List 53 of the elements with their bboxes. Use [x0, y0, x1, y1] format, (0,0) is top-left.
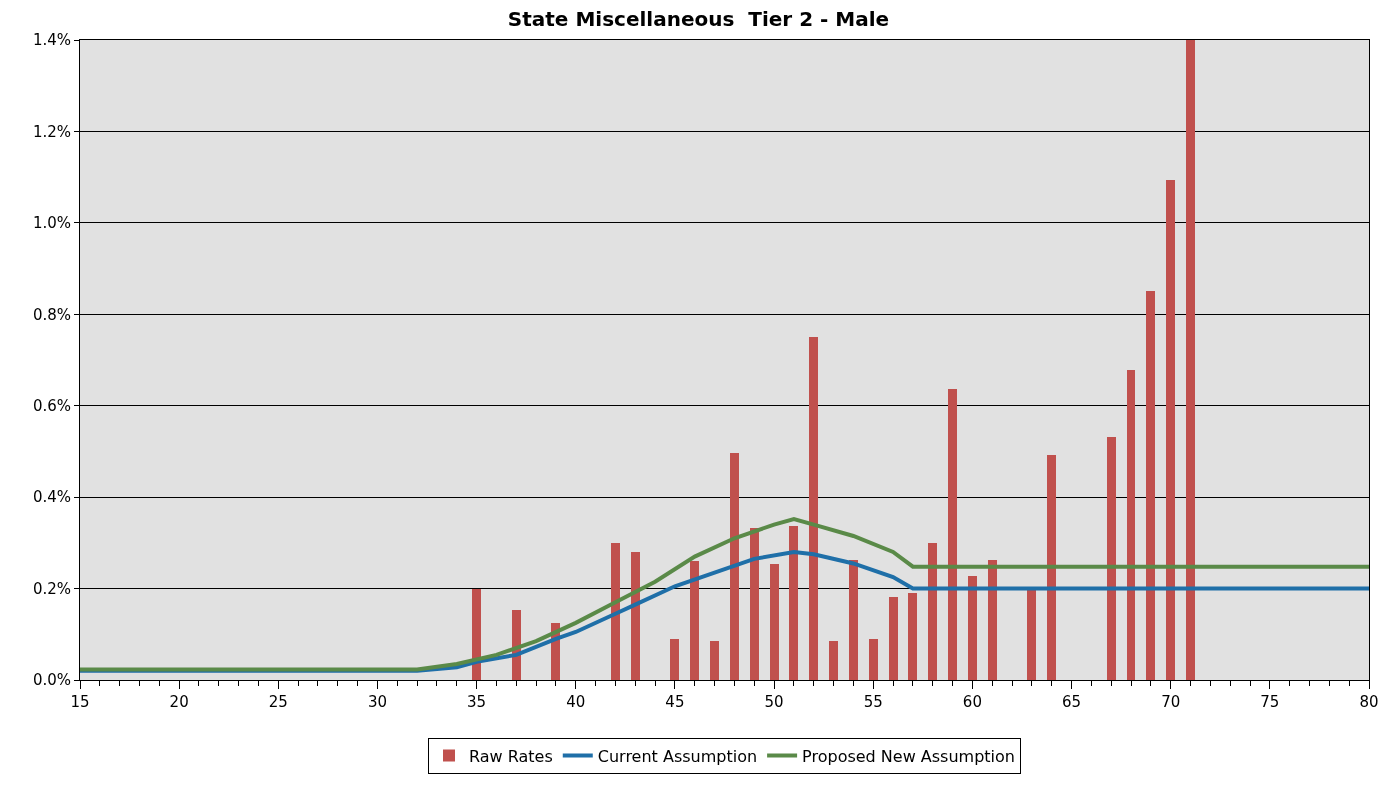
x-tick-label: 25 [268, 693, 288, 711]
bar [611, 543, 620, 680]
x-tick-label: 35 [467, 693, 487, 711]
bar [928, 543, 937, 680]
bar [1166, 180, 1175, 680]
bar [869, 639, 878, 680]
bar [631, 552, 640, 680]
bar [690, 561, 699, 680]
y-tick-label: 0.2% [32, 579, 71, 598]
bar [889, 597, 898, 680]
bar [670, 639, 679, 680]
x-tick-label: 55 [863, 693, 883, 711]
y-tick-label: 1.0% [32, 214, 71, 233]
bar [948, 389, 957, 680]
y-tick-label: 0.8% [32, 305, 71, 324]
bar [1107, 437, 1116, 680]
x-tick-label: 15 [70, 693, 90, 711]
bar [750, 528, 759, 680]
x-tick-label: 75 [1260, 693, 1280, 711]
y-tick-label: 1.2% [32, 122, 71, 141]
legend-label: Raw Rates [469, 746, 553, 766]
bar [730, 453, 739, 680]
bar [710, 641, 719, 680]
y-tick-label: 0.6% [32, 396, 71, 415]
x-tick-label: 65 [1061, 693, 1082, 711]
bar [1146, 291, 1155, 680]
x-tick-label: 70 [1161, 693, 1181, 711]
y-tick-label: 0.0% [32, 671, 71, 690]
x-tick-label: 40 [566, 693, 586, 711]
x-tick-label: 30 [367, 693, 388, 711]
bar [1047, 455, 1056, 680]
bar [1027, 589, 1036, 680]
x-tick-label: 60 [962, 693, 982, 711]
bar [1186, 40, 1195, 680]
x-tick-label: 20 [169, 693, 189, 711]
bar [1127, 370, 1135, 680]
legend-label: Proposed New Assumption [802, 746, 1015, 766]
x-tick-label: 50 [764, 693, 784, 711]
x-tick-label: 80 [1359, 693, 1379, 711]
x-tick-label: 45 [665, 693, 685, 711]
bar [968, 576, 977, 680]
bar [829, 641, 838, 680]
bar [472, 589, 481, 680]
bar [908, 593, 917, 680]
y-tick-label: 1.4% [32, 31, 71, 50]
bar [789, 526, 798, 680]
bar [988, 560, 997, 680]
bar [849, 560, 858, 680]
bar [809, 337, 818, 680]
legend-label: Current Assumption [597, 746, 758, 766]
y-tick-label: 0.4% [32, 488, 71, 507]
bar [770, 564, 779, 680]
chart-title: State Miscellaneous Tier 2 - Male [507, 6, 890, 31]
